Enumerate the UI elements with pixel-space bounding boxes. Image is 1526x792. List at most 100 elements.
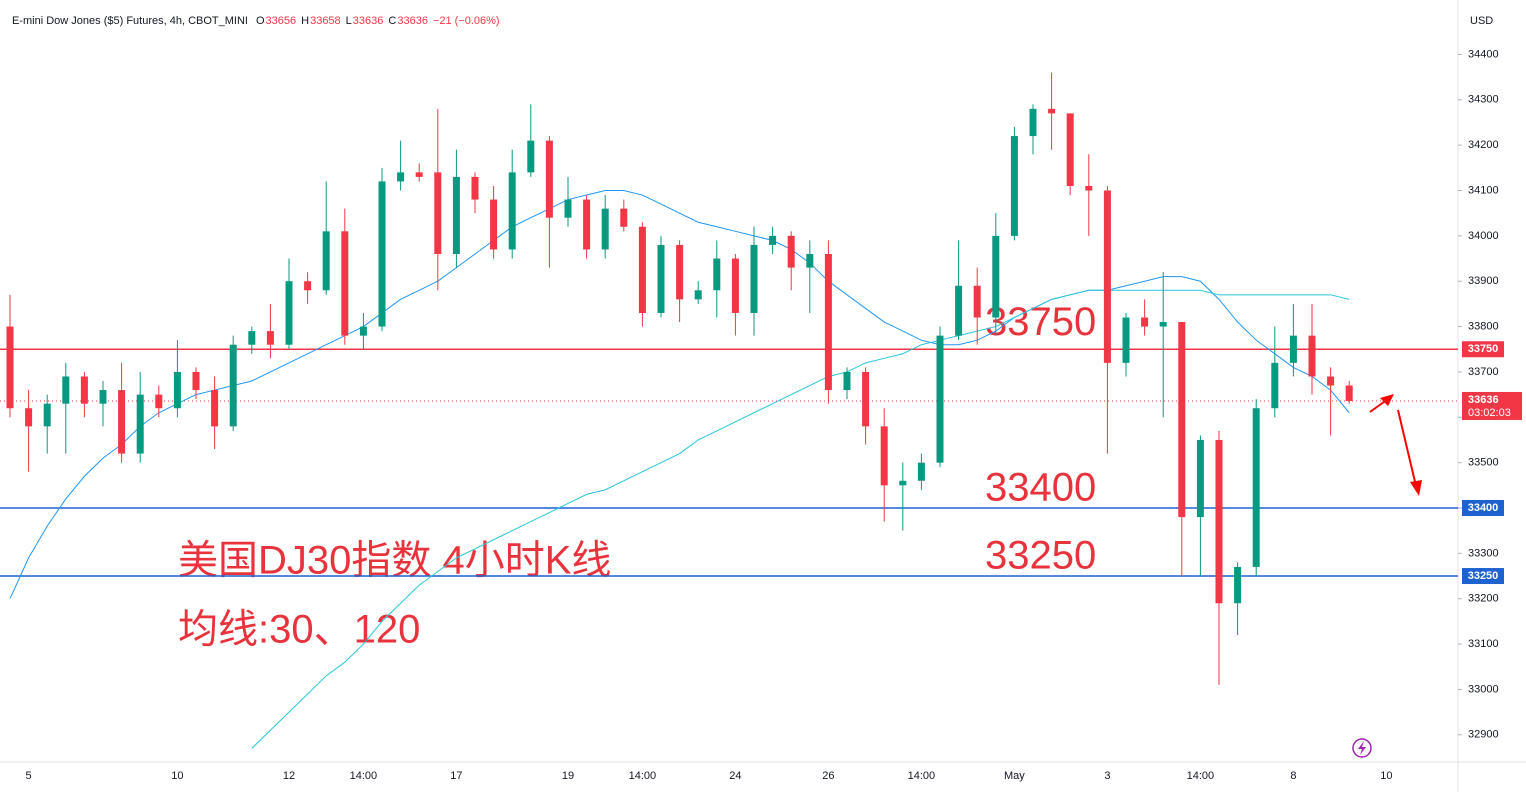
- y-tick-label: 33800: [1468, 320, 1499, 332]
- field-value: 33658: [310, 15, 341, 27]
- x-tick-label: 12: [283, 770, 295, 782]
- x-tick-label: 10: [1380, 770, 1392, 782]
- x-tick-label: 3: [1104, 770, 1110, 782]
- candle-body: [638, 226, 646, 313]
- candle-body: [322, 231, 330, 291]
- candle-body: [304, 281, 312, 291]
- candle-body: [880, 426, 888, 486]
- annotation: 美国DJ30指数 4小时K线: [178, 539, 611, 583]
- y-tick-label: 34200: [1468, 139, 1499, 151]
- candle-body: [694, 290, 702, 300]
- candle-body: [750, 244, 758, 313]
- candle-body: [80, 376, 88, 404]
- candle-body: [657, 244, 665, 313]
- y-tick-label: 33500: [1468, 457, 1499, 469]
- candle-body: [99, 390, 107, 404]
- candle-body: [211, 390, 219, 427]
- field-label: H: [301, 15, 309, 27]
- candle-body: [415, 172, 423, 177]
- y-tick-label: 34400: [1468, 48, 1499, 60]
- candle-body: [1066, 113, 1074, 186]
- candle-body: [1289, 335, 1297, 363]
- candle-body: [1122, 317, 1130, 363]
- y-tick-label: 33700: [1468, 366, 1499, 378]
- level-annotation: 33250: [985, 534, 1096, 578]
- candle-body: [824, 254, 832, 391]
- x-tick-label: 5: [26, 770, 32, 782]
- y-tick-label: 34300: [1468, 94, 1499, 106]
- candle-body: [1271, 362, 1279, 409]
- y-tick-label: 34100: [1468, 184, 1499, 196]
- candle-body: [378, 181, 386, 327]
- candle-body: [1345, 385, 1353, 401]
- candle-body: [508, 172, 516, 250]
- candle-body: [471, 176, 479, 200]
- candle-body: [62, 376, 70, 404]
- field-value: 33636: [397, 15, 428, 27]
- level-annotation: 33750: [985, 300, 1096, 344]
- level-box: [1462, 341, 1504, 358]
- candle-body: [1103, 190, 1111, 363]
- level-label: 33400: [1468, 502, 1499, 514]
- candle-body: [527, 140, 535, 173]
- candle-body: [229, 344, 237, 427]
- field-value: 33656: [266, 15, 297, 27]
- candle-body: [1215, 439, 1223, 604]
- level-box: [1462, 500, 1504, 516]
- change: −21 (−0.06%): [433, 15, 500, 27]
- moving-average: [251, 289, 1350, 749]
- y-tick-label: 34000: [1468, 230, 1499, 242]
- field-value: 33636: [353, 15, 384, 27]
- y-tick-label: 32900: [1468, 729, 1499, 741]
- candle-body: [155, 394, 163, 409]
- y-tick-label: 33200: [1468, 593, 1499, 605]
- candle-body: [1196, 439, 1204, 518]
- candle-body: [266, 331, 274, 345]
- x-tick-label: 14:00: [350, 770, 378, 782]
- level-box: [1462, 568, 1504, 585]
- x-tick-label: 26: [822, 770, 834, 782]
- candle-body: [1085, 185, 1093, 191]
- candle-body: [118, 390, 126, 454]
- candle-body: [545, 140, 553, 218]
- candle-body: [173, 371, 181, 409]
- candle-body: [490, 199, 498, 250]
- annotation: 均线:30、120: [178, 608, 420, 652]
- icon[interactable]: [1352, 738, 1372, 758]
- last-price-box: [1462, 391, 1522, 420]
- y-tick-label: 33900: [1468, 275, 1499, 287]
- y-tick-label: 33300: [1468, 547, 1499, 559]
- candle-body: [955, 285, 963, 336]
- level-label: 33750: [1468, 343, 1499, 355]
- candle-body: [601, 208, 609, 250]
- candle-body: [1234, 566, 1242, 604]
- level-label: 33250: [1468, 570, 1499, 582]
- candle-body: [1308, 335, 1316, 377]
- currency: USD: [1470, 15, 1493, 27]
- x-tick-label: 10: [171, 770, 183, 782]
- candle-body: [397, 172, 405, 182]
- arrow: [1369, 394, 1422, 496]
- candle-body: [899, 480, 907, 486]
- candle-body: [676, 244, 684, 300]
- candle-body: [713, 258, 721, 291]
- candle-body: [452, 176, 460, 254]
- field-label: C: [388, 15, 396, 27]
- candle-body: [25, 408, 33, 427]
- candle-body: [1327, 376, 1335, 386]
- candle-body: [1178, 322, 1186, 518]
- candle-body: [1159, 322, 1167, 327]
- field-label: O: [256, 15, 265, 27]
- x-tick-label: 19: [562, 770, 574, 782]
- last-price-label: 33636: [1468, 394, 1499, 406]
- candle-body: [564, 199, 572, 218]
- header: E-mini Dow Jones ($5) Futures, 4h, CBOT_…: [12, 15, 500, 27]
- candle-body: [285, 281, 293, 345]
- candle-body: [1141, 317, 1149, 327]
- candle-body: [434, 172, 442, 254]
- countdown: 03:02:03: [1468, 407, 1511, 419]
- symbol: E-mini Dow Jones ($5) Futures, 4h, CBOT_…: [12, 15, 248, 27]
- candle-body: [620, 208, 628, 227]
